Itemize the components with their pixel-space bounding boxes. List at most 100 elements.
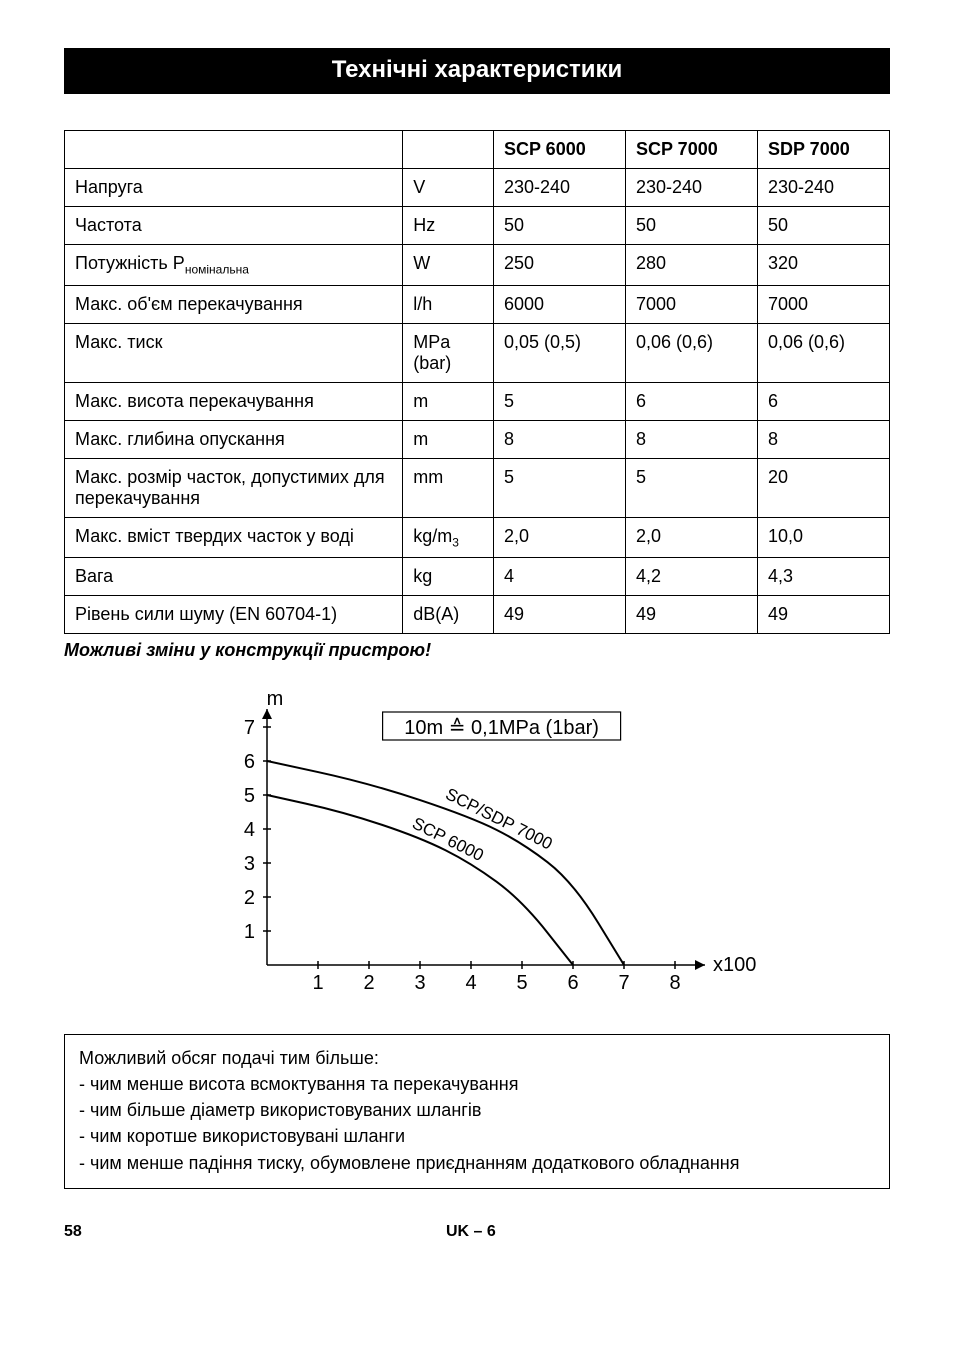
table-row: Макс. висота перекачуванняm566 [65,382,890,420]
table-cell: 20 [758,458,890,517]
info-lead: Можливий обсяг подачі тим більше: [79,1045,875,1071]
table-cell: kg [403,558,494,596]
table-row: Макс. глибина опусканняm888 [65,420,890,458]
svg-text:7: 7 [244,717,255,739]
table-cell: mm [403,458,494,517]
table-cell: 50 [758,207,890,245]
info-item: - чим коротше використовувані шланги [79,1123,875,1149]
table-cell: 5 [494,382,626,420]
table-cell: 0,05 (0,5) [494,323,626,382]
table-cell: 49 [626,596,758,634]
page-number: 58 [64,1223,82,1241]
info-item: - чим менше висота всмоктування та перек… [79,1071,875,1097]
svg-text:5: 5 [244,785,255,807]
construction-note: Можливі зміни у конструкції пристрою! [64,640,890,661]
table-cell: 50 [626,207,758,245]
table-cell: Макс. висота перекачування [65,382,403,420]
svg-text:m: m [267,688,284,710]
table-row: ЧастотаHz505050 [65,207,890,245]
svg-text:3: 3 [414,972,425,994]
table-cell: 4,2 [626,558,758,596]
col-h-name [65,131,403,169]
table-cell: 7000 [758,285,890,323]
table-cell: Частота [65,207,403,245]
table-cell: 50 [494,207,626,245]
table-row: НапругаV230-240230-240230-240 [65,169,890,207]
col-h-c3: SDP 7000 [758,131,890,169]
table-cell: 230-240 [494,169,626,207]
table-cell: 7000 [626,285,758,323]
table-cell: Макс. об'єм перекачування [65,285,403,323]
svg-text:3: 3 [244,853,255,875]
table-cell: 2,0 [494,517,626,558]
spec-table: SCP 6000 SCP 7000 SDP 7000 НапругаV230-2… [64,130,890,634]
table-cell: W [403,245,494,286]
footer-spacer [860,1223,890,1241]
svg-text:7: 7 [618,972,629,994]
table-cell: 250 [494,245,626,286]
table-cell: 5 [494,458,626,517]
table-cell: 6 [758,382,890,420]
svg-text:8: 8 [669,972,680,994]
table-cell: 4,3 [758,558,890,596]
table-cell: Вага [65,558,403,596]
svg-text:x1000 l/h: x1000 l/h [713,954,757,976]
table-row: Вагаkg44,24,3 [65,558,890,596]
table-cell: 0,06 (0,6) [626,323,758,382]
table-cell: Hz [403,207,494,245]
table-cell: m [403,382,494,420]
table-cell: Напруга [65,169,403,207]
table-cell: 280 [626,245,758,286]
table-cell: l/h [403,285,494,323]
table-cell: MPa (bar) [403,323,494,382]
col-h-c2: SCP 7000 [626,131,758,169]
svg-text:4: 4 [465,972,476,994]
svg-text:10m ≙ 0,1MPa (1bar): 10m ≙ 0,1MPa (1bar) [404,717,599,739]
table-cell: Рівень сили шуму (EN 60704-1) [65,596,403,634]
page-code: UK – 6 [446,1223,496,1241]
table-row: Рівень сили шуму (EN 60704-1)dB(A)494949 [65,596,890,634]
table-row: Макс. вміст твердих часток у водіkg/m32,… [65,517,890,558]
svg-text:4: 4 [244,819,255,841]
table-cell: 8 [494,420,626,458]
pump-curve-chart: 123456781234567mx1000 l/h10m ≙ 0,1MPa (1… [64,685,890,1010]
table-cell: 49 [758,596,890,634]
table-cell: 230-240 [626,169,758,207]
table-cell: 8 [626,420,758,458]
table-cell: 5 [626,458,758,517]
table-cell: Макс. вміст твердих часток у воді [65,517,403,558]
table-row: Потужність PномінальнаW250280320 [65,245,890,286]
col-h-unit [403,131,494,169]
table-cell: Макс. глибина опускання [65,420,403,458]
table-cell: Макс. розмір часток, допустимих для пере… [65,458,403,517]
svg-text:6: 6 [567,972,578,994]
svg-text:5: 5 [516,972,527,994]
col-h-c1: SCP 6000 [494,131,626,169]
table-cell: 320 [758,245,890,286]
table-row: Макс. тискMPa (bar)0,05 (0,5)0,06 (0,6)0… [65,323,890,382]
svg-text:2: 2 [244,887,255,909]
table-cell: 8 [758,420,890,458]
table-cell: 6000 [494,285,626,323]
section-title: Технічні характеристики [64,48,890,94]
table-cell: 2,0 [626,517,758,558]
info-item: - чим менше падіння тиску, обумовлене пр… [79,1150,875,1176]
table-cell: dB(A) [403,596,494,634]
table-cell: 10,0 [758,517,890,558]
svg-text:1: 1 [244,921,255,943]
table-cell: 230-240 [758,169,890,207]
table-row: Макс. розмір часток, допустимих для пере… [65,458,890,517]
info-box: Можливий обсяг подачі тим більше: - чим … [64,1034,890,1188]
table-cell: 49 [494,596,626,634]
table-header-row: SCP 6000 SCP 7000 SDP 7000 [65,131,890,169]
svg-text:1: 1 [312,972,323,994]
svg-text:2: 2 [363,972,374,994]
table-cell: 0,06 (0,6) [758,323,890,382]
table-cell: Макс. тиск [65,323,403,382]
table-cell: 6 [626,382,758,420]
svg-text:6: 6 [244,751,255,773]
table-cell: Потужність Pномінальна [65,245,403,286]
table-cell: V [403,169,494,207]
table-cell: 4 [494,558,626,596]
table-row: Макс. об'єм перекачуванняl/h600070007000 [65,285,890,323]
